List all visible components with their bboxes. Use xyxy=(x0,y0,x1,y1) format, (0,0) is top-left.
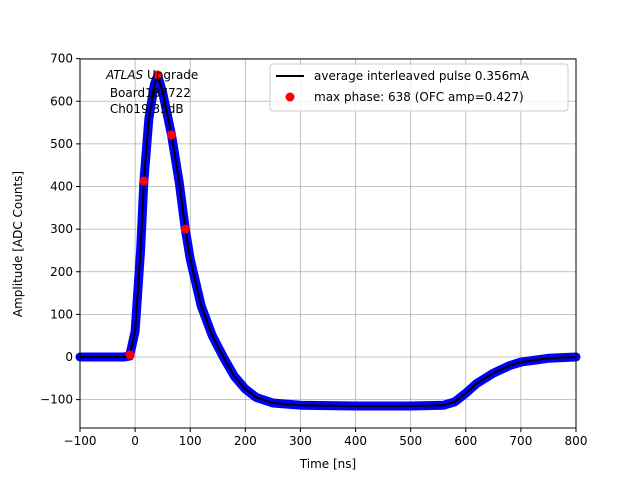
sample-points-band xyxy=(75,71,581,411)
x-tick-label: 500 xyxy=(399,434,422,448)
axis-ticks: −100 0 100 200 300 400 500 600 700 800 −100 0 100 200… xyxy=(40,52,587,448)
max-phase-points xyxy=(125,70,190,360)
x-tick-label: 0 xyxy=(131,434,139,448)
y-tick-label: 300 xyxy=(50,222,73,236)
y-tick-label: 200 xyxy=(50,265,73,279)
max-phase-point xyxy=(153,70,163,80)
max-phase-point xyxy=(139,176,149,186)
legend-label-average: average interleaved pulse 0.356mA xyxy=(314,69,530,83)
y-tick-label: 100 xyxy=(50,307,73,321)
x-tick-label: 300 xyxy=(289,434,312,448)
plot-frame xyxy=(79,58,577,429)
y-tick-label: 600 xyxy=(50,94,73,108)
annotation-line1: ATLAS Upgrade xyxy=(105,68,198,82)
annotation-atlas: ATLAS xyxy=(105,68,144,82)
x-tick-label: −100 xyxy=(64,434,97,448)
sample-points-series xyxy=(75,71,581,411)
max-phase-point xyxy=(166,130,176,140)
series-lines xyxy=(80,74,577,407)
annotation-upgrade: Upgrade xyxy=(143,68,198,82)
average-pulse-line xyxy=(80,74,577,407)
x-tick-label: 800 xyxy=(565,434,588,448)
y-tick-label: 0 xyxy=(65,350,73,364)
x-axis-label: Time [ns] xyxy=(299,457,356,471)
x-tick-label: 400 xyxy=(344,434,367,448)
legend-box xyxy=(269,63,569,112)
x-tick-label: 200 xyxy=(234,434,257,448)
y-tick-label: 500 xyxy=(50,137,73,151)
max-phase-point xyxy=(125,350,135,360)
y-tick-label: 400 xyxy=(50,180,73,194)
max-phase-point xyxy=(180,224,190,234)
y-tick-label: 700 xyxy=(50,52,73,66)
annotation-board: Board187722 xyxy=(106,86,191,100)
x-tick-label: 600 xyxy=(454,434,477,448)
x-tick-label: 100 xyxy=(179,434,202,448)
legend-marker-swatch xyxy=(285,92,295,102)
annotation: ATLAS Upgrade Board187722 Ch019 35dB xyxy=(105,68,198,116)
x-tick-label: 700 xyxy=(509,434,532,448)
legend-label-max-phase: max phase: 638 (OFC amp=0.427) xyxy=(314,90,524,104)
legend: average interleaved pulse 0.356mA max ph… xyxy=(269,63,569,112)
y-axis-label: Amplitude [ADC Counts] xyxy=(11,171,25,317)
y-tick-label: −100 xyxy=(40,393,73,407)
annotation-channel: Ch019 35dB xyxy=(106,102,184,116)
